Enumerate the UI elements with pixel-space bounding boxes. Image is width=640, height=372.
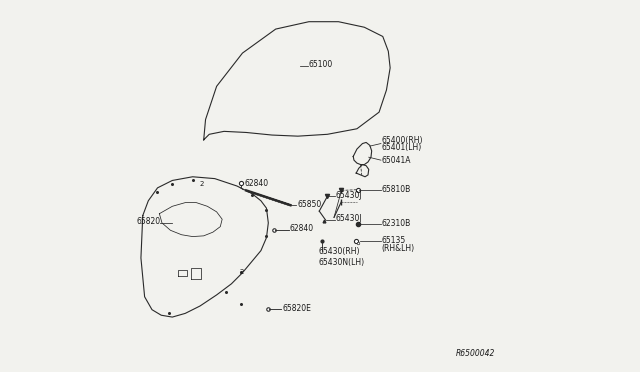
Text: 65430(RH): 65430(RH) [318, 247, 360, 256]
Text: 62840: 62840 [290, 224, 314, 233]
Text: 2: 2 [240, 269, 244, 275]
Text: 65430J: 65430J [335, 191, 362, 200]
Text: 65820: 65820 [136, 217, 160, 226]
Text: 65430J: 65430J [335, 214, 362, 223]
Text: 2: 2 [200, 181, 204, 187]
Text: 65820E: 65820E [282, 304, 311, 313]
Text: 65100: 65100 [309, 60, 333, 70]
Text: 65135: 65135 [381, 236, 406, 245]
Text: 62310B: 62310B [381, 219, 411, 228]
Text: 62840: 62840 [244, 179, 268, 187]
Text: 65430N(LH): 65430N(LH) [318, 258, 364, 267]
Text: 65810B: 65810B [381, 185, 411, 194]
Text: 65400(RH): 65400(RH) [381, 137, 423, 145]
Text: (RH&LH): (RH&LH) [381, 244, 415, 253]
Text: R6500042: R6500042 [456, 349, 495, 358]
Text: 65401(LH): 65401(LH) [381, 144, 422, 153]
Text: 65041A: 65041A [381, 155, 411, 165]
Text: 65850: 65850 [297, 200, 321, 209]
